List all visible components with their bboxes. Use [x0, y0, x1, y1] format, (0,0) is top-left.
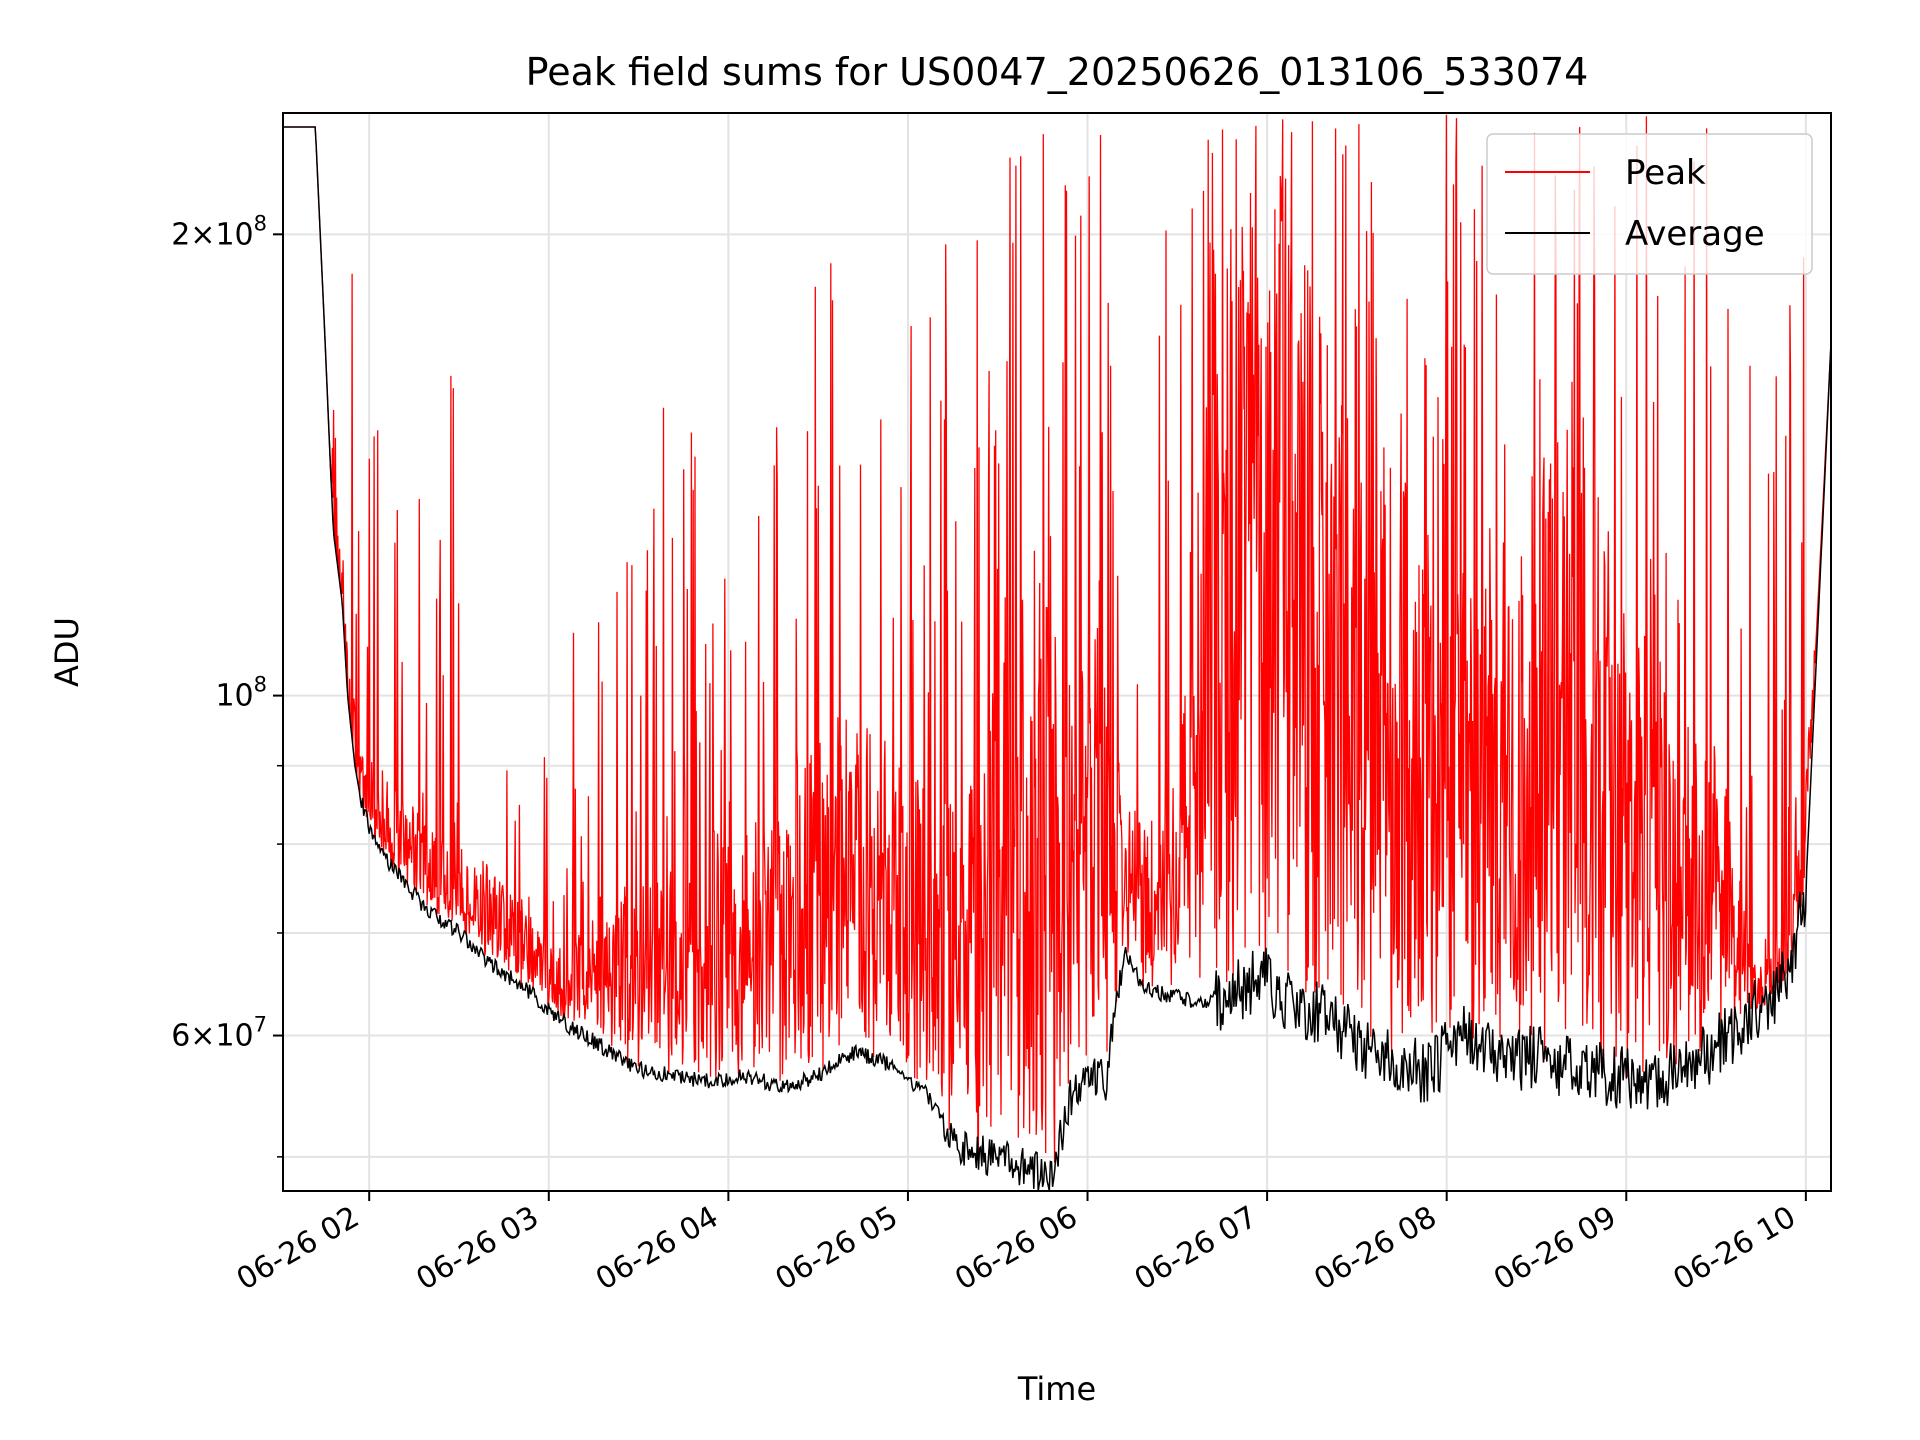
y-tick-label: 6×107 [171, 1013, 267, 1054]
plot-frame [282, 112, 1832, 1192]
average-series-line [283, 126, 1831, 1191]
legend-box [1486, 133, 1813, 275]
legend-peak-label: Peak [1625, 153, 1706, 193]
legend: Peak Average [1486, 133, 1813, 275]
y-axis: 2×108 108 6×107 [171, 211, 283, 1158]
y-tick-label: 108 [215, 673, 267, 714]
chart-title: Peak field sums for US0047_20250626_0131… [526, 50, 1589, 94]
y-tick-label: 2×108 [171, 211, 267, 252]
y-axis-label: ADU [48, 617, 86, 687]
legend-average-label: Average [1625, 214, 1765, 254]
peak-series-line [283, 115, 1831, 1163]
series-layer [283, 115, 1831, 1191]
x-axis-label: Time [1017, 1370, 1096, 1408]
